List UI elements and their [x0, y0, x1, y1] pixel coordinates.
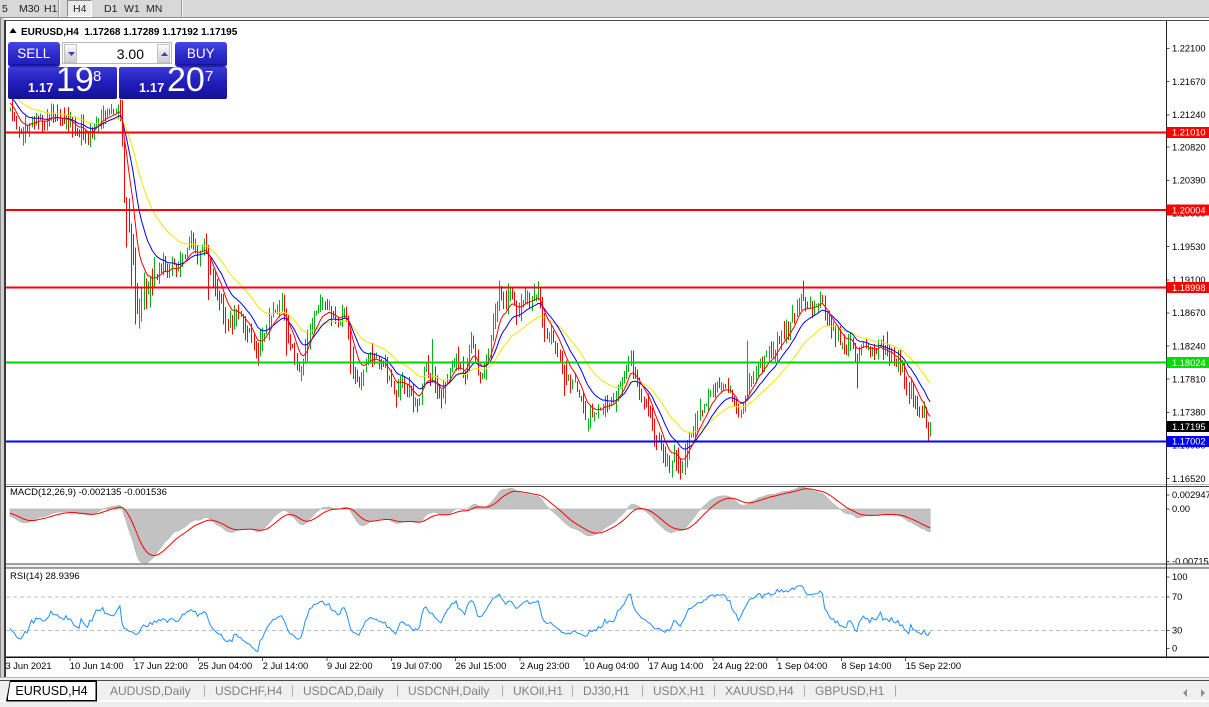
svg-text:10 Jun 14:00: 10 Jun 14:00 — [70, 661, 124, 671]
svg-text:70: 70 — [1172, 592, 1182, 602]
svg-text:1.17810: 1.17810 — [1172, 374, 1206, 384]
svg-text:1.21010: 1.21010 — [1172, 128, 1206, 138]
svg-text:2 Jul 14:00: 2 Jul 14:00 — [263, 661, 309, 671]
svg-text:1.17380: 1.17380 — [1172, 408, 1206, 418]
svg-text:24 Aug 22:00: 24 Aug 22:00 — [713, 661, 768, 671]
svg-text:1.18998: 1.18998 — [1172, 283, 1206, 293]
svg-text:8 Sep 14:00: 8 Sep 14:00 — [841, 661, 891, 671]
svg-text:RSI(14) 28.9396: RSI(14) 28.9396 — [10, 571, 80, 582]
svg-text:1.18024: 1.18024 — [1172, 358, 1206, 368]
svg-text:1.20390: 1.20390 — [1172, 176, 1206, 186]
svg-text:9 Jul 22:00: 9 Jul 22:00 — [327, 661, 373, 671]
svg-text:1.21240: 1.21240 — [1172, 110, 1206, 120]
svg-text:10 Aug 04:00: 10 Aug 04:00 — [584, 661, 639, 671]
svg-text:1.22100: 1.22100 — [1172, 44, 1206, 54]
svg-text:1.20820: 1.20820 — [1172, 142, 1206, 152]
svg-text:1 Sep 04:00: 1 Sep 04:00 — [777, 661, 827, 671]
svg-text:MACD(12,26,9) -0.002135 -0.001: MACD(12,26,9) -0.002135 -0.001536 — [10, 487, 167, 498]
svg-text:0: 0 — [1172, 644, 1177, 654]
svg-text:2 Aug 23:00: 2 Aug 23:00 — [520, 661, 570, 671]
svg-text:0.00: 0.00 — [1172, 504, 1190, 514]
svg-text:1.18670: 1.18670 — [1172, 308, 1206, 318]
svg-text:26 Jul 15:00: 26 Jul 15:00 — [456, 661, 507, 671]
svg-text:EURUSD,H4 1.17268 1.17289 1.1: EURUSD,H4 1.17268 1.17289 1.17192 1.1719… — [21, 27, 238, 38]
svg-text:1.20004: 1.20004 — [1172, 205, 1206, 215]
svg-text:0.002947: 0.002947 — [1172, 490, 1209, 500]
svg-text:1.18240: 1.18240 — [1172, 341, 1206, 351]
svg-text:1.17002: 1.17002 — [1172, 437, 1206, 447]
svg-text:17 Aug 14:00: 17 Aug 14:00 — [649, 661, 704, 671]
svg-text:1.16520: 1.16520 — [1172, 474, 1206, 484]
svg-text:17 Jun 22:00: 17 Jun 22:00 — [134, 661, 188, 671]
svg-text:1.19530: 1.19530 — [1172, 242, 1206, 252]
svg-text:15 Sep 22:00: 15 Sep 22:00 — [906, 661, 961, 671]
svg-text:100: 100 — [1172, 572, 1188, 582]
svg-text:1.21670: 1.21670 — [1172, 77, 1206, 87]
svg-text:30: 30 — [1172, 626, 1182, 636]
svg-text:1.17195: 1.17195 — [1172, 422, 1206, 432]
svg-text:3 Jun 2021: 3 Jun 2021 — [6, 661, 52, 671]
svg-text:19 Jul 07:00: 19 Jul 07:00 — [391, 661, 442, 671]
svg-text:25 Jun 04:00: 25 Jun 04:00 — [198, 661, 252, 671]
